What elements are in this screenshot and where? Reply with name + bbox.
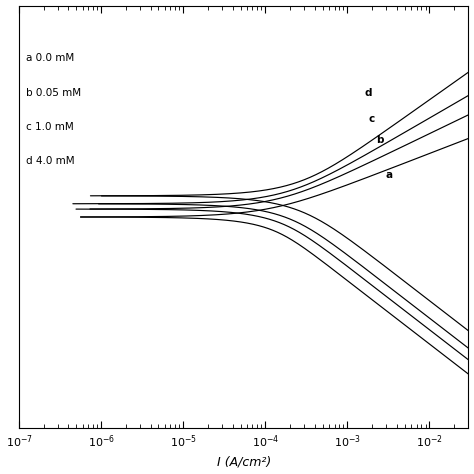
Text: c: c: [369, 114, 375, 124]
Text: b: b: [376, 136, 383, 146]
X-axis label: I (A/cm²): I (A/cm²): [217, 456, 271, 468]
Text: b 0.05 mM: b 0.05 mM: [26, 88, 81, 98]
Text: d: d: [365, 88, 372, 98]
Text: d 4.0 mM: d 4.0 mM: [26, 156, 74, 166]
Text: c 1.0 mM: c 1.0 mM: [26, 122, 73, 132]
Text: a: a: [385, 170, 392, 180]
Text: a 0.0 mM: a 0.0 mM: [26, 54, 74, 64]
